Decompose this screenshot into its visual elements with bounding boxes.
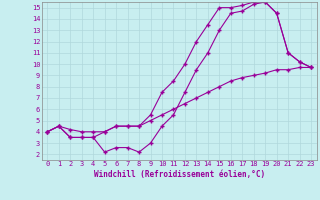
X-axis label: Windchill (Refroidissement éolien,°C): Windchill (Refroidissement éolien,°C)	[94, 170, 265, 179]
